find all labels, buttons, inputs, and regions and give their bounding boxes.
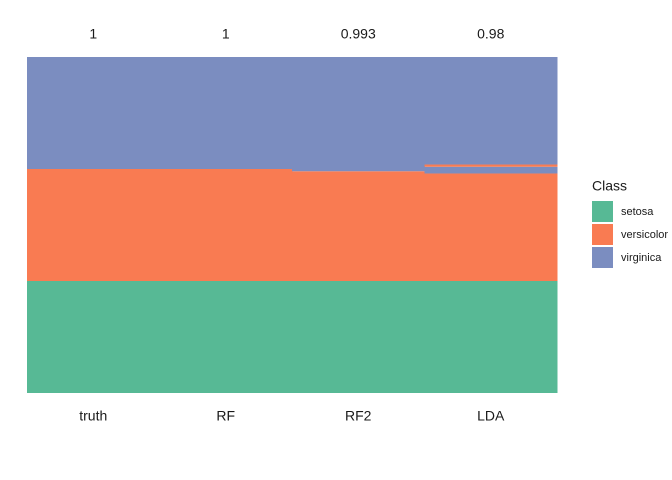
x-tick-label: RF2 xyxy=(345,408,372,424)
legend-label: virginica xyxy=(621,252,662,264)
tile xyxy=(159,281,293,393)
x-tick-label: RF xyxy=(216,408,235,424)
legend-key xyxy=(592,247,613,268)
tile xyxy=(159,57,293,169)
tile xyxy=(292,171,425,281)
legend-label: setosa xyxy=(621,206,654,218)
tile xyxy=(424,57,558,165)
tile xyxy=(159,169,293,281)
legend-key xyxy=(592,201,613,222)
tile xyxy=(292,57,425,172)
tile xyxy=(424,281,558,393)
accuracy-label: 1 xyxy=(222,26,230,42)
legend-label: versicolor xyxy=(621,229,668,241)
accuracy-label: 0.98 xyxy=(477,26,504,42)
x-tick-label: truth xyxy=(79,408,107,424)
tile xyxy=(424,173,558,281)
legend-key xyxy=(592,224,613,245)
tile xyxy=(424,166,558,174)
tile xyxy=(27,57,160,169)
x-tick-label: LDA xyxy=(477,408,505,424)
tile xyxy=(27,169,160,281)
tile xyxy=(292,281,425,393)
tile xyxy=(424,164,558,167)
legend-title: Class xyxy=(592,178,627,194)
accuracy-label: 0.993 xyxy=(341,26,376,42)
accuracy-label: 1 xyxy=(89,26,97,42)
tile xyxy=(27,281,160,393)
